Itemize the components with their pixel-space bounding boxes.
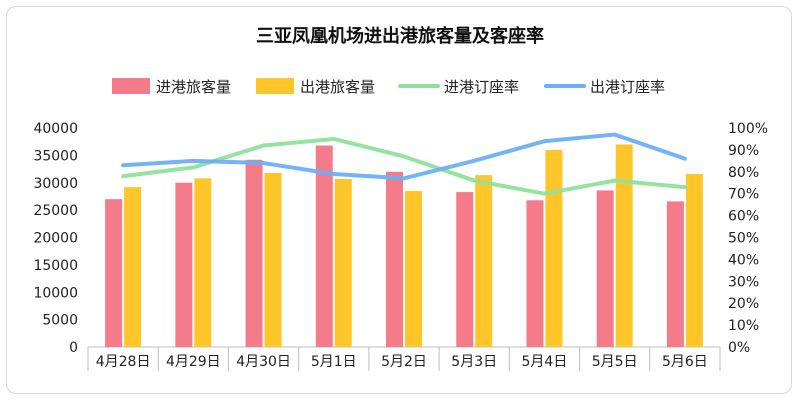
y-right-tick-label: 90% (728, 143, 759, 159)
y-right-tick-label: 30% (728, 274, 759, 290)
bar-inbound (245, 159, 263, 347)
y-left-tick-label: 25000 (33, 203, 78, 219)
bar-inbound (105, 199, 123, 347)
bar-inbound (456, 192, 474, 347)
y-right-tick-label: 20% (728, 296, 759, 312)
bar-outbound (615, 144, 633, 347)
bars (105, 144, 703, 347)
legend: 进港旅客量 出港旅客量 进港订座率 出港订座率 (112, 78, 665, 96)
x-tick-label: 5月4日 (522, 354, 568, 370)
y-left-tick-label: 35000 (33, 148, 78, 164)
legend-label: 进港订座率 (444, 78, 519, 96)
y-right-tick-label: 60% (728, 209, 759, 225)
x-tick-label: 5月3日 (451, 354, 497, 370)
line-outbound-rate (121, 132, 687, 181)
bar-outbound (545, 149, 563, 347)
x-tick-label: 5月2日 (381, 354, 427, 370)
bar-outbound (124, 187, 142, 347)
lines (121, 132, 687, 196)
bar-inbound (175, 182, 193, 347)
y-left-tick-label: 30000 (33, 176, 78, 192)
y-right-tick-label: 70% (728, 187, 759, 203)
legend-swatch (112, 78, 150, 94)
chart-title: 三亚凤凰机场进出港旅客量及客座率 (256, 25, 544, 47)
y-left-tick-label: 10000 (33, 285, 78, 301)
chart-frame (6, 6, 792, 394)
x-tick-label: 5月1日 (311, 354, 357, 370)
y-right-tick-label: 40% (728, 252, 759, 268)
x-tick-label: 4月30日 (236, 354, 291, 370)
y-left-tick-label: 40000 (33, 121, 78, 137)
bar-outbound (405, 190, 422, 347)
y-right-tick-label: 50% (728, 231, 759, 247)
bar-inbound (526, 200, 544, 347)
bar-outbound (475, 175, 493, 347)
y-left-tick-label: 20000 (33, 231, 78, 247)
y-right-tick-label: 10% (728, 318, 759, 334)
bar-inbound (386, 171, 403, 347)
y-right-tick-label: 80% (728, 165, 759, 181)
y-left-tick-label: 0 (69, 340, 78, 356)
y-right-tick-label: 0% (728, 340, 750, 356)
y-left-tick-label: 5000 (42, 313, 78, 329)
x-tick-label: 4月29日 (166, 354, 221, 370)
x-tick-label: 5月5日 (592, 354, 638, 370)
legend-label: 出港订座率 (590, 78, 665, 96)
x-tick-label: 5月6日 (662, 354, 708, 370)
bar-outbound (264, 172, 282, 347)
bar-outbound (194, 178, 212, 347)
bar-outbound (334, 178, 352, 347)
legend-swatch (256, 78, 294, 94)
y-right-tick-label: 100% (728, 121, 768, 137)
bar-inbound (596, 190, 614, 347)
bar-outbound (685, 173, 703, 347)
legend-label: 进港旅客量 (156, 78, 231, 96)
legend-label: 出港旅客量 (300, 78, 375, 96)
y-left-tick-label: 15000 (33, 258, 78, 274)
bar-inbound (315, 145, 333, 347)
axes: 4月28日 4月29日 4月30日 5月1日 5月2日 5月3日 5月4日 5月5日 5月6日 0… (33, 121, 768, 371)
x-tick-label: 4月28日 (96, 354, 151, 370)
bar-inbound (666, 201, 684, 347)
